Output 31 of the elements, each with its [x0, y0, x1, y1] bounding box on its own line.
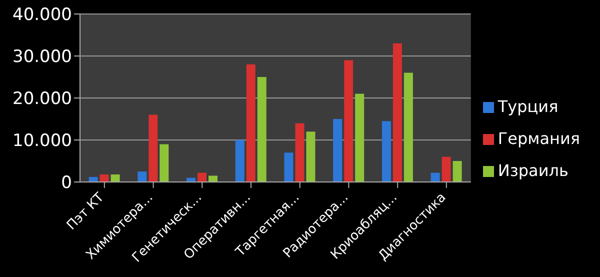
bar	[88, 176, 98, 182]
bar	[306, 132, 316, 182]
bar	[138, 172, 147, 182]
legend-label: Германия	[498, 128, 580, 148]
bar	[452, 161, 462, 182]
bar	[160, 144, 169, 182]
y-tick-label: 20.000	[12, 89, 72, 110]
y-tick-label: 40.000	[12, 5, 72, 26]
bar	[344, 60, 354, 182]
bar	[392, 43, 402, 182]
bar	[198, 172, 207, 182]
bar	[110, 174, 120, 182]
bar	[257, 77, 266, 182]
bar	[148, 114, 158, 182]
bar	[404, 72, 413, 182]
bar	[382, 121, 391, 182]
bar	[246, 64, 256, 182]
bar	[208, 176, 218, 182]
y-tick-label: 10.000	[12, 131, 72, 152]
y-tick-label: 0	[61, 173, 72, 194]
y-tick-label: 30.000	[12, 47, 72, 68]
bar	[355, 94, 364, 182]
bar	[442, 156, 451, 182]
bar	[284, 152, 294, 182]
bar	[295, 123, 304, 182]
bar	[430, 172, 440, 182]
legend-label: Израиль	[498, 160, 568, 180]
bar	[235, 140, 244, 182]
bar	[333, 119, 342, 182]
bar	[100, 174, 109, 182]
legend-label: Турция	[498, 96, 558, 116]
